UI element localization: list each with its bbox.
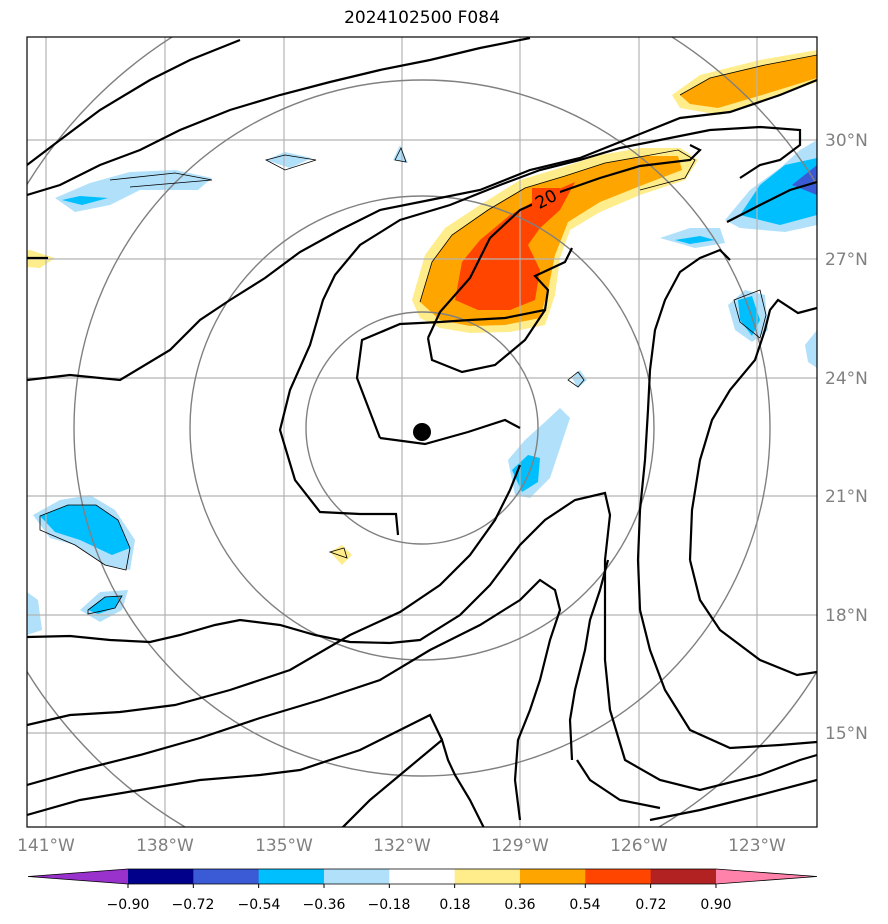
map-frame (26, 36, 818, 828)
positive-shading (27, 50, 817, 565)
colorbar-segment (519, 869, 586, 884)
latitude-labels: 30°N 27°N 24°N 21°N 18°N 15°N (825, 131, 868, 744)
colorbar-tick: 0.18 (439, 897, 470, 913)
colorbar-extend-low (28, 869, 128, 884)
range-rings (27, 37, 817, 827)
lat-label: 18°N (825, 606, 868, 626)
colorbar-segment (193, 869, 260, 884)
colorbar-segment (389, 869, 456, 884)
colorbar-tick: 0.54 (569, 897, 600, 913)
lat-label: 15°N (825, 724, 868, 744)
negative-shading (27, 140, 817, 635)
lon-label: 123°W (728, 836, 786, 856)
colorbar-segment (650, 869, 717, 884)
lon-label: 141°W (17, 836, 75, 856)
colorbar-tick: 0.36 (504, 897, 535, 913)
colorbar-extend-high (715, 869, 817, 884)
colorbar-segment (454, 869, 521, 884)
colorbar (27, 868, 818, 888)
shading-outlines (39, 54, 817, 615)
lon-label: 126°W (610, 836, 668, 856)
lon-label: 135°W (255, 836, 313, 856)
colorbar-tick: −0.72 (172, 897, 215, 913)
colorbar-segment (585, 869, 652, 884)
map-area: 20 (27, 37, 817, 827)
lon-label: 129°W (491, 836, 549, 856)
colorbar-tick: −0.54 (238, 897, 281, 913)
colorbar-segment (258, 869, 325, 884)
lon-label: 132°W (373, 836, 431, 856)
longitude-labels: 141°W 138°W 135°W 132°W 129°W 126°W 123°… (17, 836, 786, 856)
lat-label: 21°N (825, 487, 868, 507)
colorbar-tick: −0.36 (303, 897, 346, 913)
lat-label: 30°N (825, 131, 868, 151)
lat-label: 24°N (825, 369, 868, 389)
colorbar-ticks: −0.90 −0.72 −0.54 −0.36 −0.18 0.18 0.36 … (107, 897, 732, 913)
colorbar-segment (323, 869, 390, 884)
height-contours (27, 37, 817, 827)
lon-label: 138°W (136, 836, 194, 856)
map-title: 2024102500 F084 (344, 8, 500, 28)
colorbar-segment (128, 869, 194, 884)
storm-center-marker (413, 423, 431, 441)
colorbar-tick: −0.18 (368, 897, 411, 913)
lat-label: 27°N (825, 250, 868, 270)
colorbar-tick: 0.72 (635, 897, 666, 913)
colorbar-tick: −0.90 (107, 897, 150, 913)
contour-label-bg (532, 188, 560, 210)
colorbar-tick: 0.90 (700, 897, 731, 913)
